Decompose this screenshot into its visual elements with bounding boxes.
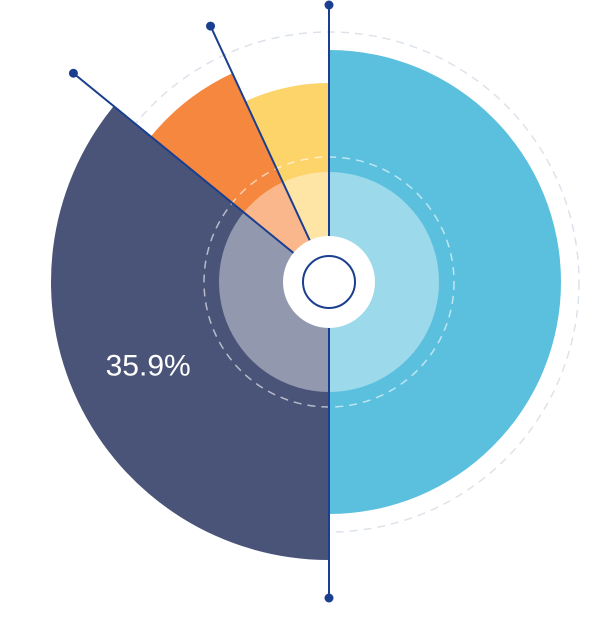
value-label: 35.9% xyxy=(106,350,191,383)
slice xyxy=(51,106,329,560)
slices: 35.9% xyxy=(51,50,561,560)
slice xyxy=(150,73,329,282)
center-ring xyxy=(302,255,356,309)
pointer-dot xyxy=(68,68,78,78)
slice-inner xyxy=(218,212,329,392)
axis-dot xyxy=(324,0,334,10)
slice-inner xyxy=(329,172,439,392)
pointer-line xyxy=(209,25,330,283)
axis-dot xyxy=(324,593,334,603)
slice xyxy=(329,50,561,514)
pointers xyxy=(68,21,330,283)
slice xyxy=(245,83,329,282)
pointer-dot xyxy=(206,21,216,31)
pointer-line xyxy=(72,72,330,283)
